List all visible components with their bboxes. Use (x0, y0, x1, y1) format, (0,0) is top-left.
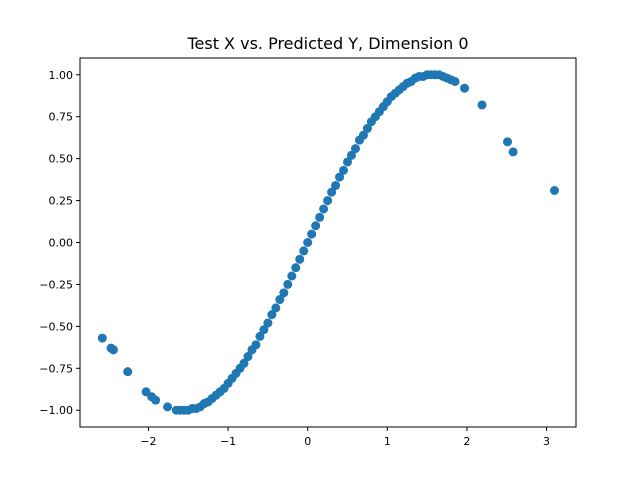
data-point (279, 288, 289, 298)
data-point (550, 186, 560, 196)
data-point (319, 204, 329, 214)
data-point (151, 395, 161, 405)
data-point (299, 246, 309, 256)
data-point (335, 172, 345, 182)
data-point (287, 271, 297, 281)
data-point (303, 238, 313, 247)
y-tick-label: 0.50 (49, 153, 74, 166)
y-tick-label: 0.75 (49, 111, 74, 124)
data-point (295, 254, 305, 264)
chart-title: Test X vs. Predicted Y, Dimension 0 (186, 34, 468, 53)
data-point (315, 212, 325, 222)
data-point (239, 358, 249, 368)
data-point (243, 352, 253, 362)
data-point (362, 123, 372, 133)
data-point (311, 221, 321, 231)
data-point (163, 402, 173, 412)
data-point (259, 325, 269, 335)
plot-area-frame (79, 57, 577, 428)
data-point (263, 318, 273, 328)
data-point (350, 144, 360, 154)
y-tick-label: 0.00 (49, 237, 74, 250)
data-point (291, 263, 301, 273)
x-tick-label: 2 (463, 435, 470, 448)
data-point (267, 310, 277, 320)
y-tick-label: −0.50 (39, 320, 73, 333)
data-point (450, 76, 460, 86)
data-point (275, 295, 285, 305)
data-point (251, 340, 261, 350)
data-point (123, 367, 133, 377)
y-axis: −1.00 −0.75 −0.50 −0.25 0.00 0.25 0.50 0.75 1.00 (39, 69, 80, 417)
data-point (343, 157, 353, 167)
y-tick-label: 1.00 (49, 69, 74, 82)
y-tick-label: −0.25 (39, 278, 73, 291)
data-point (503, 137, 513, 147)
data-point (339, 165, 349, 175)
y-tick-label: −1.00 (39, 404, 73, 417)
data-point (327, 187, 337, 197)
data-point (283, 279, 293, 289)
y-tick-label: −0.75 (39, 362, 73, 375)
x-tick-label: 0 (304, 435, 311, 448)
data-points (97, 70, 560, 415)
x-tick-label: −1 (220, 435, 236, 448)
x-tick-label: 1 (384, 435, 391, 448)
data-point (271, 303, 281, 313)
x-tick-label: −2 (140, 435, 156, 448)
data-point (108, 345, 118, 355)
data-point (460, 83, 470, 93)
x-axis: −2 −1 0 1 2 3 (140, 427, 550, 448)
data-point (508, 147, 518, 157)
data-point (255, 331, 265, 341)
y-tick-label: 0.25 (49, 195, 74, 208)
data-point (97, 333, 107, 343)
data-point (358, 130, 368, 140)
data-point (323, 196, 333, 206)
data-point (307, 229, 317, 239)
data-point (346, 150, 356, 160)
data-point (477, 100, 487, 110)
x-tick-label: 3 (543, 435, 550, 448)
data-point (331, 180, 341, 190)
